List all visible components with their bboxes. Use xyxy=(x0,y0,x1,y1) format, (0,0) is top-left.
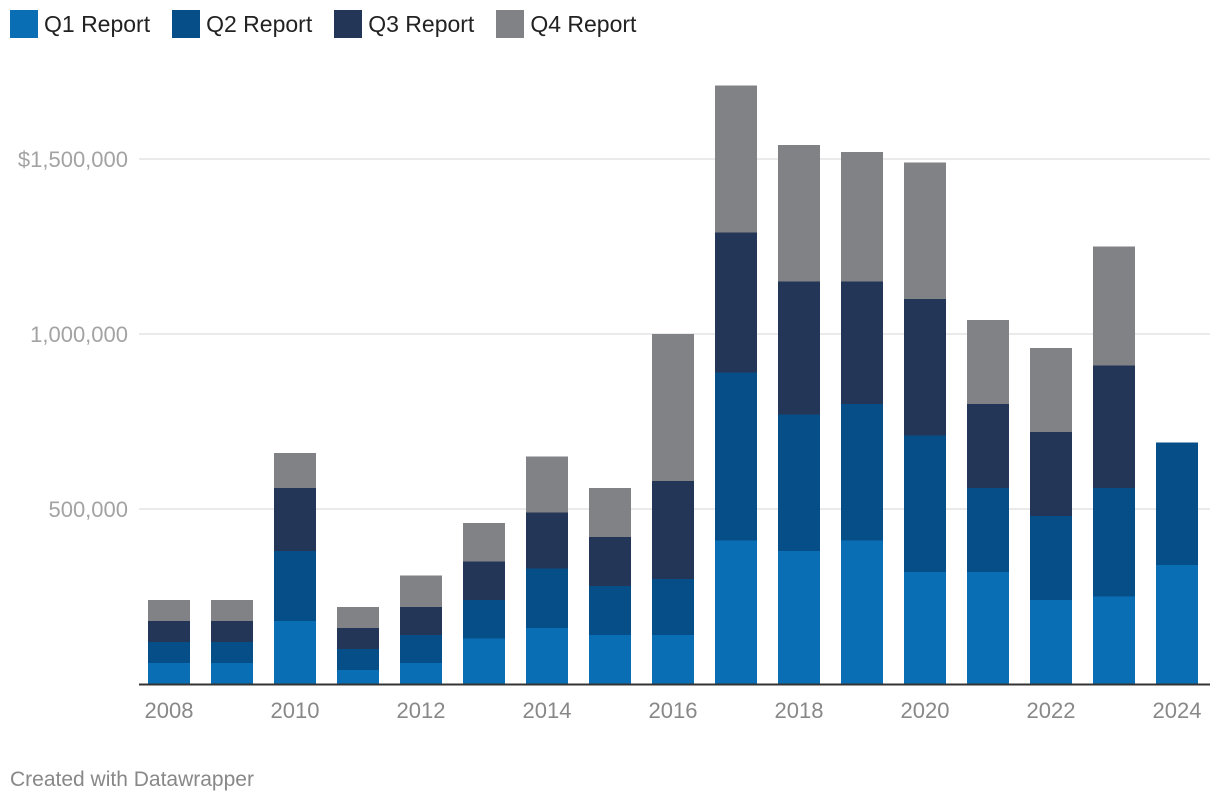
bar-2017-q4 xyxy=(715,85,757,233)
bar-2008-q2 xyxy=(148,642,190,663)
footer-credit: Created with Datawrapper xyxy=(10,768,254,791)
bar-2021-q4 xyxy=(967,320,1009,404)
bar-2015-q1 xyxy=(589,635,631,684)
bar-2022-q1 xyxy=(1030,600,1072,684)
x-tick-label: 2022 xyxy=(1027,698,1076,723)
bar-2015-q2 xyxy=(589,586,631,635)
bar-2017-q2 xyxy=(715,372,757,541)
bar-2015-q4 xyxy=(589,488,631,537)
bar-2020-q4 xyxy=(904,162,946,299)
x-tick-label: 2020 xyxy=(901,698,950,723)
bar-2016-q3 xyxy=(652,481,694,579)
y-tick-label: $1,500,000 xyxy=(18,147,128,172)
bar-2009-q4 xyxy=(211,600,253,621)
legend: Q1 Report Q2 Report Q3 Report Q4 Report xyxy=(10,10,636,38)
bar-2020-q1 xyxy=(904,572,946,684)
bar-2011-q4 xyxy=(337,607,379,628)
legend-label-q4: Q4 Report xyxy=(530,10,637,37)
bar-2010-q4 xyxy=(274,453,316,488)
x-tick-label: 2018 xyxy=(775,698,824,723)
bar-2009-q1 xyxy=(211,663,253,684)
bar-2023-q1 xyxy=(1093,596,1135,684)
legend-label-q1: Q1 Report xyxy=(44,10,151,37)
legend-item-q4: Q4 Report xyxy=(496,10,636,38)
bar-2016-q4 xyxy=(652,334,694,481)
bar-2009-q3 xyxy=(211,621,253,642)
legend-label-q2: Q2 Report xyxy=(206,10,313,37)
bar-2013-q4 xyxy=(463,523,505,562)
bar-2012-q2 xyxy=(400,635,442,663)
bar-2018-q1 xyxy=(778,551,820,684)
bar-2011-q1 xyxy=(337,670,379,684)
x-tick-label: 2024 xyxy=(1153,698,1202,723)
bar-2020-q3 xyxy=(904,299,946,436)
legend-label-q3: Q3 Report xyxy=(368,10,475,37)
bar-2019-q3 xyxy=(841,281,883,404)
bar-2013-q1 xyxy=(463,638,505,684)
legend-item-q3: Q3 Report xyxy=(334,10,474,38)
legend-item-q1: Q1 Report xyxy=(10,10,150,38)
bar-2021-q3 xyxy=(967,404,1009,488)
bar-2009-q2 xyxy=(211,642,253,663)
legend-swatch-q2 xyxy=(172,10,201,38)
bar-2024-q1 xyxy=(1156,565,1198,684)
bar-2010-q1 xyxy=(274,621,316,684)
bar-2010-q3 xyxy=(274,488,316,551)
bar-2021-q1 xyxy=(967,572,1009,684)
bar-2013-q3 xyxy=(463,561,505,600)
bar-2011-q3 xyxy=(337,628,379,649)
bar-2024-q2 xyxy=(1156,442,1198,565)
x-tick-label: 2008 xyxy=(145,698,194,723)
bar-2022-q4 xyxy=(1030,348,1072,432)
bar-2012-q1 xyxy=(400,663,442,684)
bar-2014-q2 xyxy=(526,568,568,628)
bar-2018-q2 xyxy=(778,414,820,551)
bar-2017-q1 xyxy=(715,540,757,684)
bar-2020-q2 xyxy=(904,435,946,572)
bar-2023-q4 xyxy=(1093,246,1135,366)
bar-2008-q1 xyxy=(148,663,190,684)
bar-2017-q3 xyxy=(715,232,757,373)
x-tick-label: 2016 xyxy=(649,698,698,723)
bar-2018-q4 xyxy=(778,145,820,282)
bar-2023-q2 xyxy=(1093,488,1135,597)
bar-2023-q3 xyxy=(1093,365,1135,488)
bar-2012-q3 xyxy=(400,607,442,635)
bar-2022-q3 xyxy=(1030,432,1072,516)
bar-2010-q2 xyxy=(274,551,316,621)
bar-2013-q2 xyxy=(463,600,505,639)
bar-2014-q1 xyxy=(526,628,568,684)
bar-2014-q3 xyxy=(526,512,568,569)
bar-2008-q4 xyxy=(148,600,190,621)
bar-2011-q2 xyxy=(337,649,379,670)
bar-2019-q4 xyxy=(841,152,883,282)
legend-item-q2: Q2 Report xyxy=(172,10,312,38)
bar-2019-q2 xyxy=(841,404,883,541)
bar-2012-q4 xyxy=(400,575,442,607)
bar-2021-q2 xyxy=(967,488,1009,572)
legend-swatch-q3 xyxy=(334,10,363,38)
legend-swatch-q1 xyxy=(10,10,38,38)
x-tick-label: 2010 xyxy=(271,698,320,723)
bar-2016-q2 xyxy=(652,579,694,635)
bar-2019-q1 xyxy=(841,540,883,684)
bar-2015-q3 xyxy=(589,537,631,586)
y-tick-label: 1,000,000 xyxy=(30,322,128,347)
y-tick-label: 500,000 xyxy=(48,497,128,522)
bar-2018-q3 xyxy=(778,281,820,415)
x-tick-label: 2012 xyxy=(397,698,446,723)
bar-2022-q2 xyxy=(1030,516,1072,600)
x-tick-label: 2014 xyxy=(523,698,572,723)
legend-swatch-q4 xyxy=(496,10,525,38)
bar-2008-q3 xyxy=(148,621,190,642)
bar-2016-q1 xyxy=(652,635,694,684)
bar-2014-q4 xyxy=(526,456,568,513)
